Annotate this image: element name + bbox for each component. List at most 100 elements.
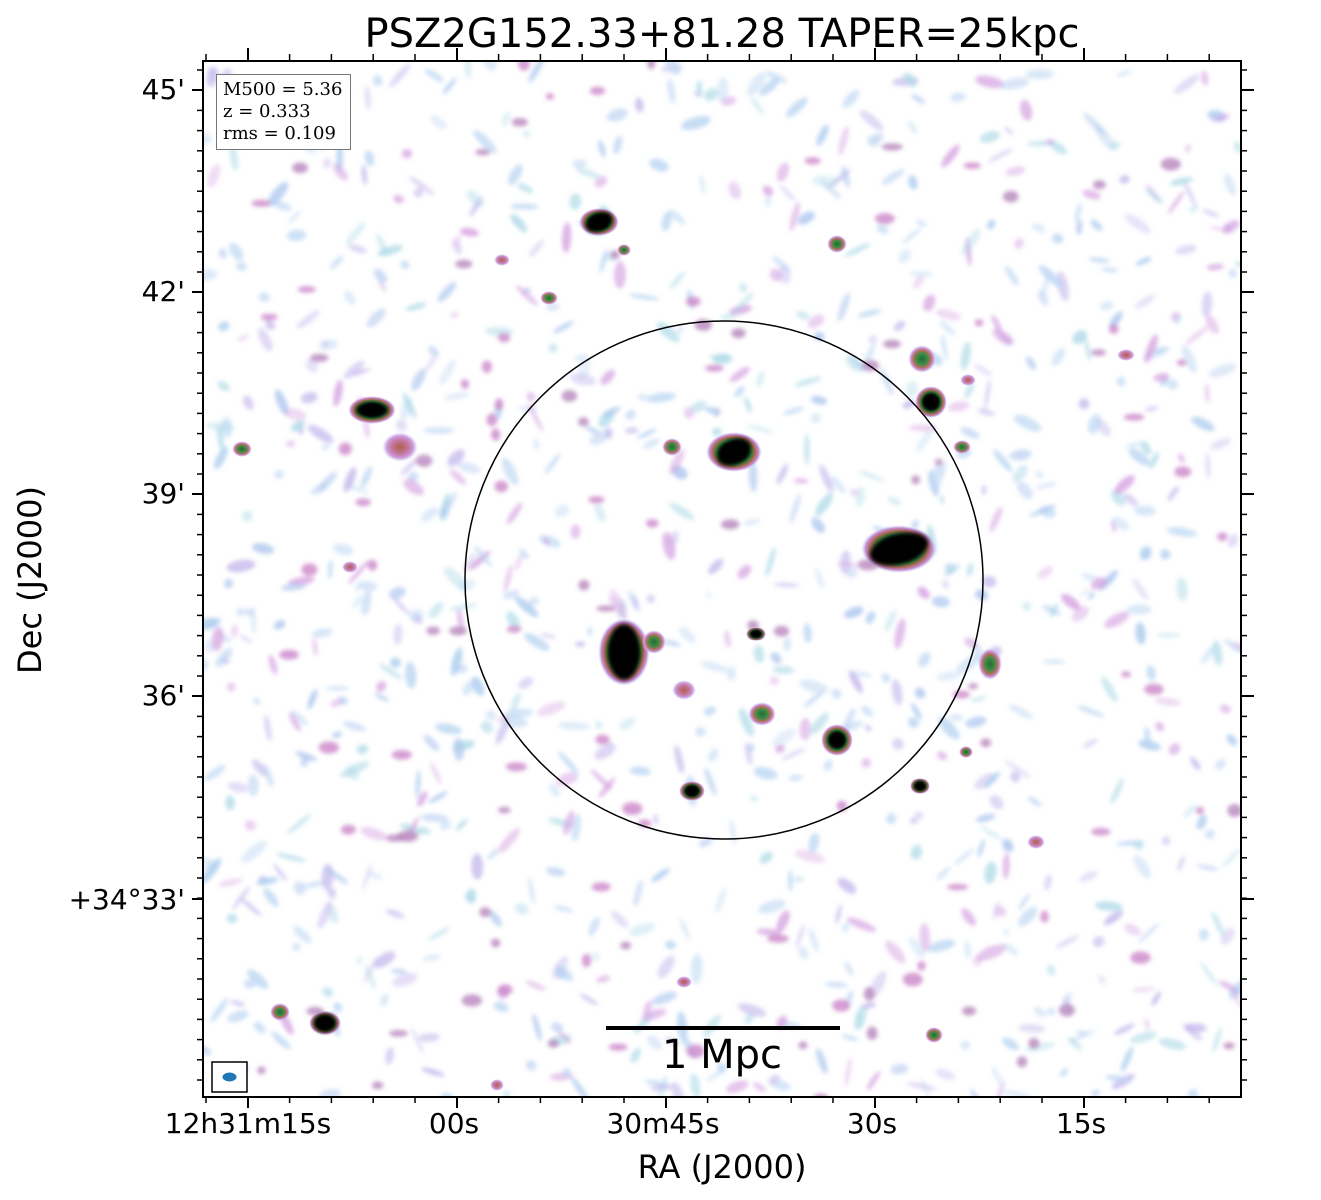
noise-blob [1044, 874, 1052, 891]
noise-blob [428, 345, 439, 356]
noise-blob [914, 687, 926, 699]
noise-blob [393, 623, 403, 646]
noise-blob [756, 928, 781, 936]
noise-blob [1111, 489, 1126, 506]
noise-blob [310, 483, 328, 495]
noise-blob [712, 353, 733, 365]
noise-blob [423, 734, 440, 752]
noise-blob [546, 867, 566, 877]
noise-blob [704, 406, 722, 415]
source-core [717, 438, 751, 466]
noise-blob [545, 93, 555, 100]
noise-blob [974, 319, 984, 327]
noise-blob [1198, 928, 1209, 941]
noise-blob [1091, 577, 1107, 590]
noise-blob [810, 395, 828, 405]
noise-blob [244, 819, 256, 831]
noise-blob [679, 626, 696, 644]
noise-blob [324, 866, 349, 885]
noise-blob [824, 981, 848, 988]
noise-blob [437, 281, 457, 303]
noise-blob [1196, 814, 1207, 830]
noise-blob [1231, 642, 1240, 654]
noise-blob [1213, 114, 1231, 122]
noise-blob [310, 353, 329, 362]
noise-blob [558, 721, 590, 730]
noise-blob [1042, 659, 1066, 665]
noise-blob [258, 327, 273, 352]
noise-blob [815, 492, 833, 517]
noise-blob [776, 162, 790, 182]
noise-blob [638, 393, 648, 401]
noise-blob [1134, 505, 1156, 516]
noise-blob [514, 596, 539, 618]
noise-blob [587, 626, 593, 637]
noise-blob [773, 582, 800, 588]
radio-source [1027, 835, 1045, 849]
radio-source [494, 254, 510, 266]
noise-blob [799, 679, 829, 694]
noise-blob [989, 795, 1004, 810]
noise-blob [289, 712, 301, 732]
noise-blob [949, 714, 964, 722]
noise-blob [509, 203, 539, 210]
noise-blob [417, 791, 428, 807]
noise-blob [762, 185, 774, 196]
noise-blob [506, 502, 523, 525]
noise-blob [759, 78, 780, 96]
noise-blob [524, 632, 550, 651]
noise-blob [772, 665, 795, 675]
noise-blob [442, 77, 457, 95]
noise-blob [938, 717, 960, 740]
noise-blob [1167, 190, 1185, 215]
noise-blob [665, 940, 677, 950]
noise-blob [391, 750, 412, 760]
radio-source [908, 345, 936, 373]
noise-blob [650, 1084, 674, 1091]
noise-blob [1101, 267, 1119, 273]
scale-bar-label: 1 Mpc [661, 1032, 783, 1078]
noise-blob [1112, 516, 1129, 531]
noise-blob [657, 955, 675, 979]
noise-blob [703, 88, 718, 101]
noise-blob [501, 457, 519, 486]
noise-blob [1082, 738, 1098, 749]
noise-blob [515, 285, 539, 306]
noise-blob [703, 706, 717, 716]
noise-blob [887, 495, 901, 507]
noise-blob [424, 68, 444, 83]
ytick-label: 39' [141, 477, 185, 510]
rms-text: rms = 0.109 [223, 123, 336, 144]
noise-blob [908, 424, 938, 432]
noise-blob [378, 279, 387, 292]
noise-blob [420, 813, 449, 822]
noise-blob [886, 813, 897, 825]
noise-blob [479, 907, 492, 918]
radio-sources [232, 208, 1135, 1091]
noise-blob [367, 559, 378, 571]
noise-blob [960, 427, 980, 439]
noise-blob [1212, 640, 1223, 666]
noise-blob [205, 618, 223, 627]
noise-blob [983, 771, 1001, 789]
noise-blob [287, 576, 315, 586]
noise-blob [229, 144, 239, 171]
noise-blob [211, 626, 224, 652]
noise-blob [1130, 951, 1151, 964]
noise-blob [329, 255, 344, 270]
noise-blob [625, 409, 636, 420]
noise-blob [205, 422, 235, 431]
noise-blob [231, 624, 238, 638]
noise-blob [1200, 961, 1219, 987]
noise-blob [708, 748, 719, 762]
noise-blob [804, 433, 810, 466]
noise-blob [795, 924, 805, 948]
noise-blob [721, 519, 740, 530]
noise-blob [939, 320, 956, 336]
noise-blob [622, 802, 643, 816]
noise-blob [883, 339, 901, 349]
noise-blob [699, 173, 706, 196]
noise-blob [1201, 291, 1213, 318]
noise-blob [413, 188, 424, 198]
